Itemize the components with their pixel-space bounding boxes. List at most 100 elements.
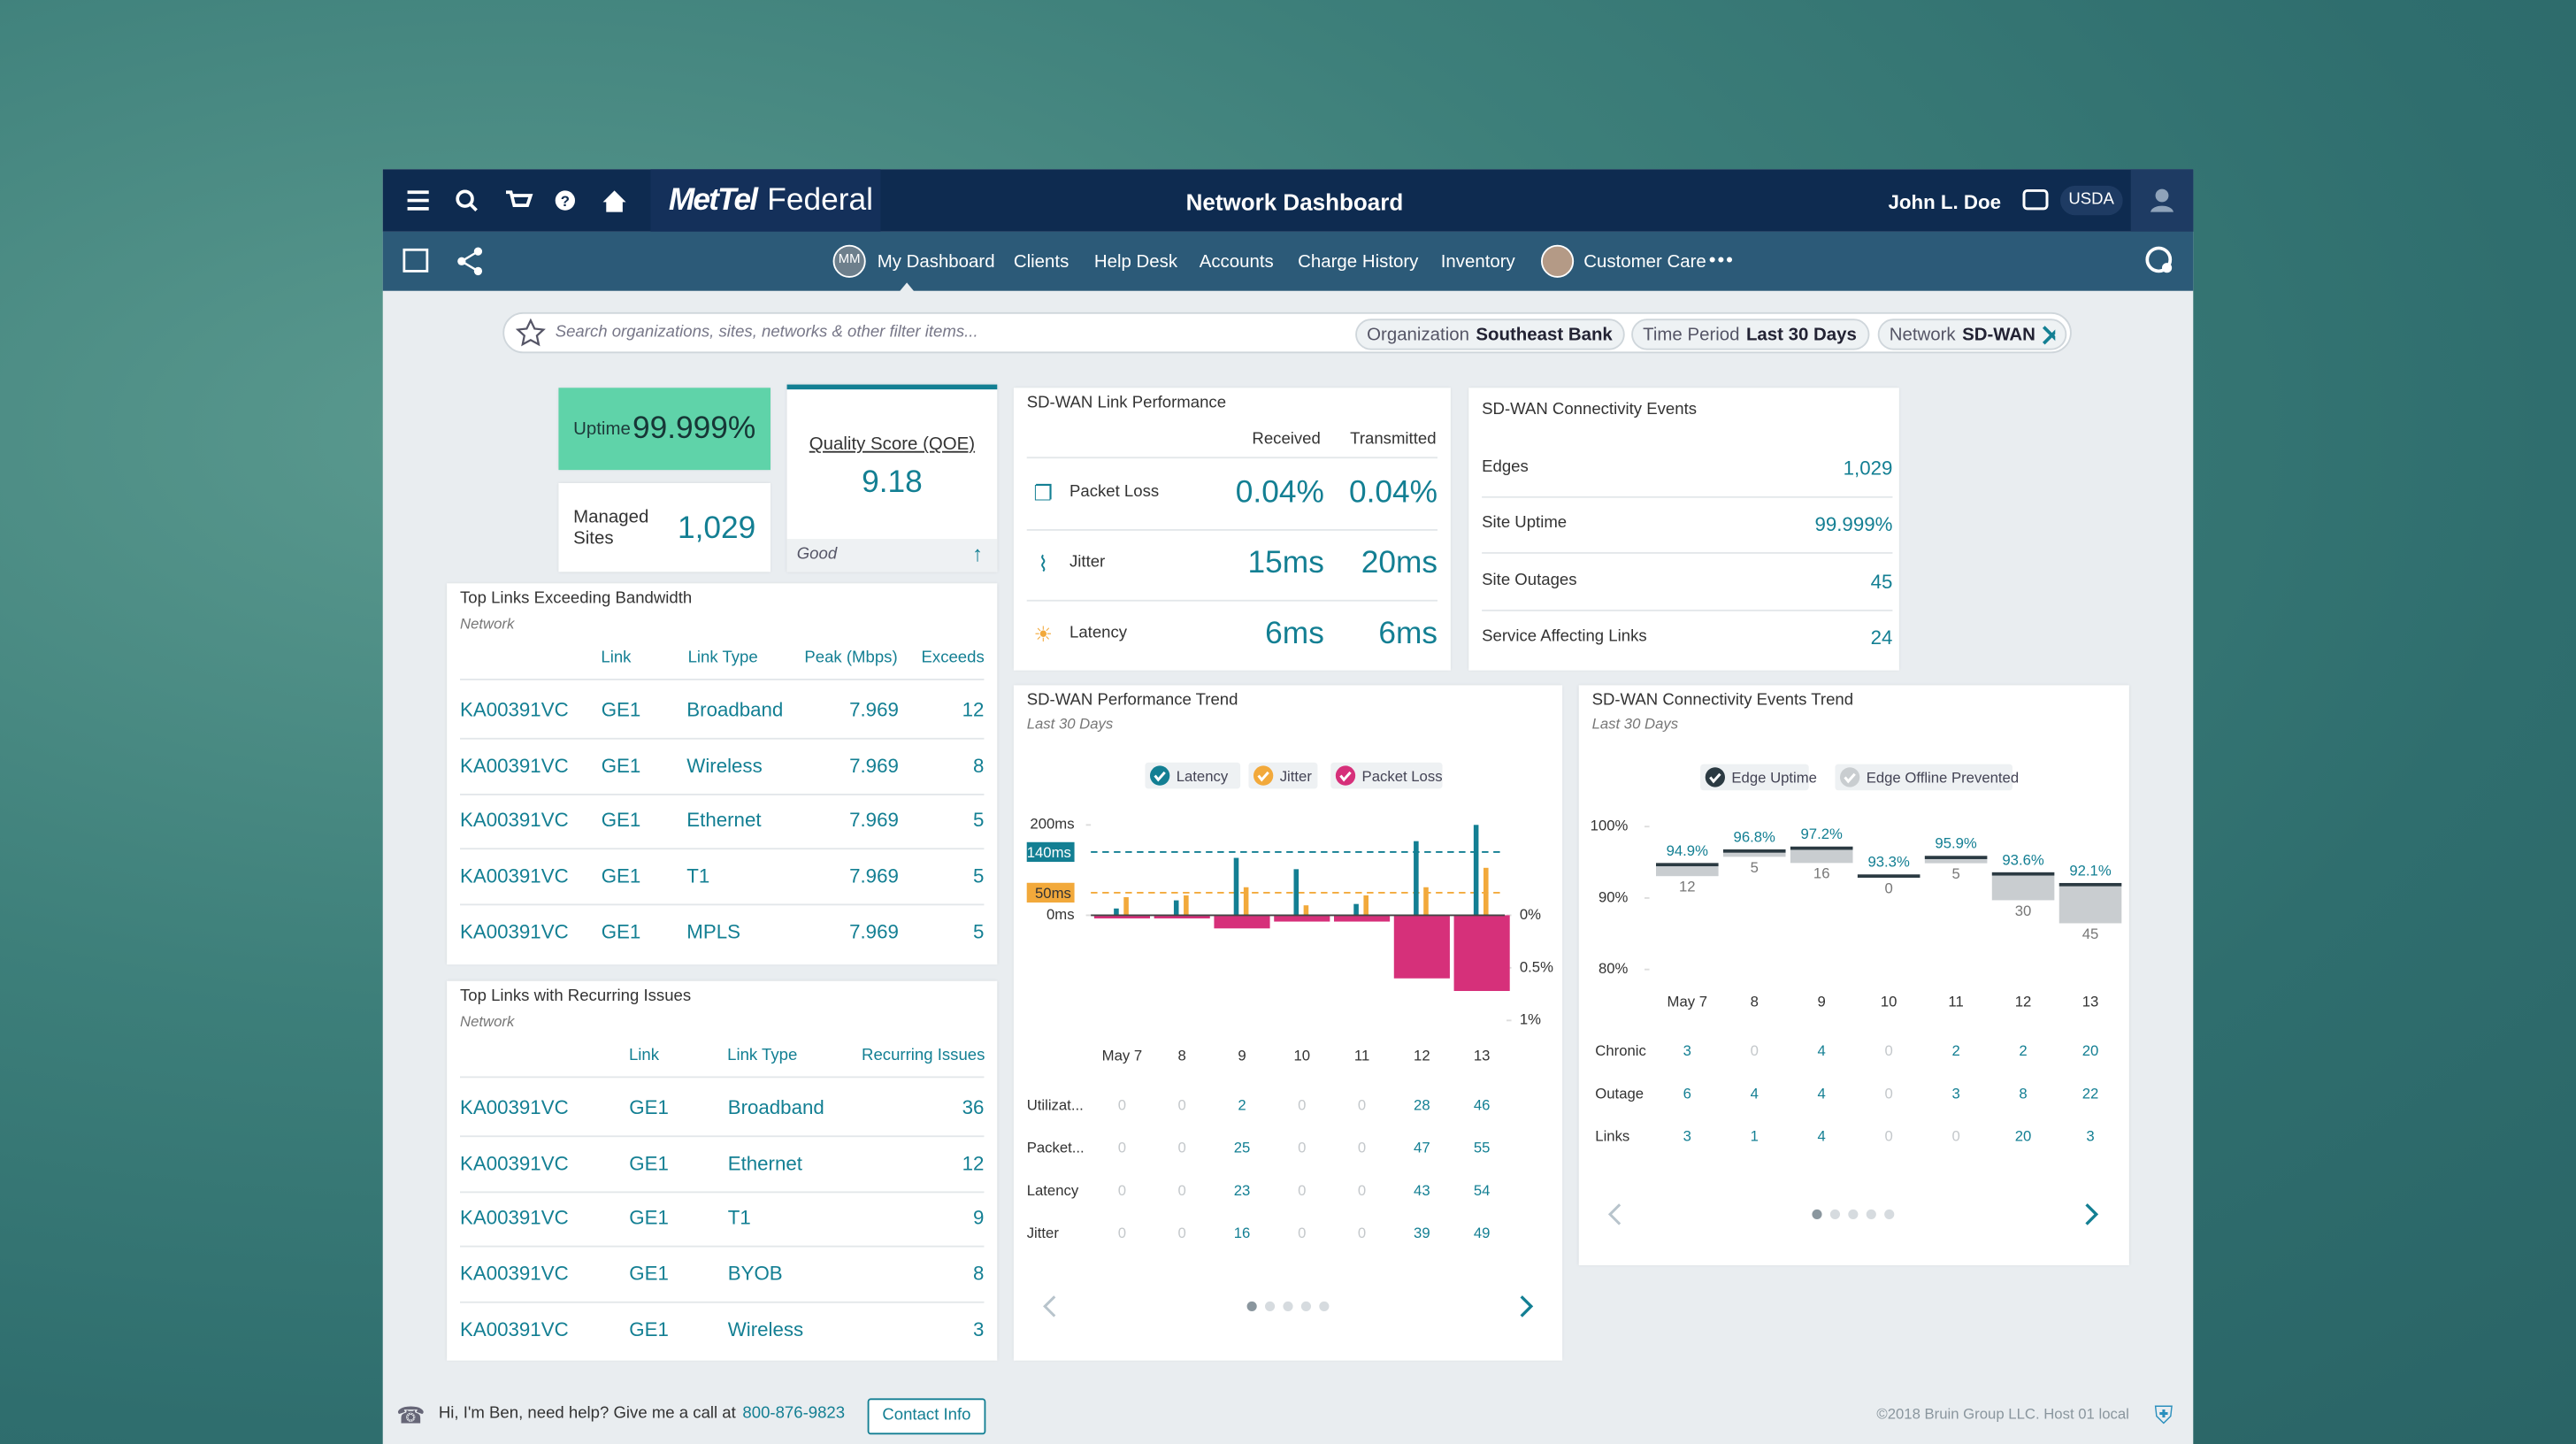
remove-filter[interactable] [2042, 325, 2056, 344]
prev-arrow[interactable] [1043, 1295, 1056, 1317]
more-menu[interactable]: ••• [1708, 248, 1735, 272]
row-label: Packet... [1027, 1140, 1085, 1156]
table-cell: GE1 [601, 753, 641, 777]
card-subtitle: Network [460, 615, 515, 633]
organization[interactable]: USDA [2060, 185, 2123, 216]
card-title: SD-WAN Link Performance [1026, 394, 1227, 413]
legend-label: Jitter [1280, 768, 1313, 785]
y-tick-label: 100% [1591, 818, 1629, 834]
table-value: 49 [1474, 1225, 1491, 1241]
help-phone[interactable]: 800-876-9823 [742, 1404, 846, 1424]
table-value: 0 [1885, 1128, 1893, 1145]
legend-item[interactable]: Packet Loss [1330, 762, 1443, 789]
menu-icon[interactable] [407, 190, 429, 211]
x-tick-label: May 7 [1668, 993, 1708, 1010]
qoe-value: 9.18 [862, 465, 923, 501]
offline-bar [2058, 886, 2122, 924]
legend-item[interactable]: Jitter [1248, 762, 1318, 789]
table-cell: 36 [962, 1095, 985, 1119]
help-icon[interactable] [555, 190, 575, 211]
settings-icon[interactable] [2141, 232, 2181, 291]
help-text: Hi, I'm Ben, need help? Give me a call a… [438, 1404, 736, 1424]
table-cell: 12 [962, 698, 985, 722]
divider [1026, 457, 1438, 459]
card-title: Top Links with Recurring Issues [460, 987, 692, 1006]
search-bar[interactable]: Search organizations, sites, networks & … [502, 311, 2072, 354]
filter-chip[interactable]: Network SD-WAN [1877, 319, 2067, 350]
table-value: 6 [1683, 1085, 1691, 1102]
card-title: Top Links Exceeding Bandwidth [460, 589, 693, 609]
y-tick-label: 80% [1598, 960, 1629, 977]
next-arrow[interactable] [1520, 1295, 1534, 1317]
device-icon [2022, 188, 2049, 211]
legend-item[interactable]: Latency [1145, 762, 1241, 789]
nav-item[interactable]: Customer Care [1583, 252, 1706, 273]
bar [1243, 887, 1249, 916]
brand-name: Federal [767, 183, 873, 219]
table-value: 3 [1951, 1085, 1959, 1102]
nav-item[interactable]: My Dashboard [877, 252, 995, 273]
cart-icon[interactable] [505, 190, 533, 207]
uptime-mark [1656, 863, 1719, 867]
recurring-issues-card: Top Links with Recurring Issues Network Li… [447, 980, 998, 1361]
legend-check [1339, 771, 1352, 782]
table-cell: KA00391VC [460, 1151, 569, 1175]
page-dot [1812, 1209, 1822, 1219]
filter-chip[interactable]: Organization Southeast Bank [1355, 319, 1625, 350]
legend-item[interactable]: Edge Uptime [1700, 764, 1817, 791]
table-value: 46 [1474, 1096, 1491, 1113]
uptime-label: 92.1% [2069, 862, 2112, 879]
nav-item[interactable]: Accounts [1199, 252, 1274, 273]
profile-icon[interactable] [2131, 169, 2194, 232]
divider [1026, 529, 1438, 531]
bar [1214, 915, 1270, 929]
uptime-mark [1924, 856, 1988, 859]
table-value: 0 [1751, 1042, 1759, 1059]
table-value: 0 [1298, 1140, 1306, 1156]
contact-button[interactable]: Contact Info [867, 1398, 986, 1435]
legend-check [1257, 771, 1269, 782]
table-value: 22 [2082, 1085, 2099, 1102]
top-bandwidth-card: Top Links Exceeding Bandwidth Network Link… [447, 583, 998, 965]
home-icon[interactable] [602, 190, 626, 212]
table-cell: 5 [973, 919, 985, 943]
filter-chip[interactable]: Time Period Last 30 Days [1631, 319, 1870, 350]
x-tick-label: 10 [1881, 993, 1898, 1010]
legend-label: Edge Uptime [1731, 770, 1817, 787]
prev-arrow[interactable] [1607, 1203, 1622, 1225]
nav-item[interactable]: Help Desk [1093, 252, 1178, 273]
uptime-mark [1790, 846, 1853, 850]
shield-icon: ⛨ [2154, 1402, 2174, 1431]
user-name[interactable]: John L. Doe [1888, 190, 2001, 214]
reports-icon[interactable] [402, 248, 429, 273]
bar [1393, 915, 1450, 979]
performance-trend-card: SD-WAN Performance Trend Last 30 Days Late… [1013, 685, 1563, 1361]
chart-title: SD-WAN Performance Trend [1026, 691, 1238, 710]
nav-item[interactable]: Inventory [1440, 252, 1515, 273]
divider [460, 1302, 985, 1303]
page-dot [1319, 1301, 1330, 1311]
nav-item[interactable]: Charge History [1298, 252, 1419, 273]
next-arrow[interactable] [2085, 1203, 2099, 1225]
table-cell: KA00391VC [460, 698, 569, 722]
x-tick-label: 12 [1414, 1048, 1430, 1064]
table-cell: Broadband [727, 1095, 824, 1119]
x-tick-label: 10 [1293, 1048, 1310, 1064]
table-value: 2 [1238, 1096, 1246, 1113]
svg-text:?: ? [561, 193, 570, 210]
offline-bar [1722, 852, 1786, 857]
legend-item[interactable]: Edge Offline Prevented [1835, 764, 2019, 791]
page-dot [1265, 1301, 1276, 1311]
received-value: 0.04% [1235, 475, 1324, 511]
table-cell: GE1 [601, 919, 641, 943]
nav-item[interactable]: Clients [1013, 252, 1070, 273]
table-value: 0 [1298, 1096, 1306, 1113]
table-value: 2 [2019, 1042, 2027, 1059]
divider [460, 793, 985, 795]
transmitted-value: 20ms [1361, 546, 1438, 581]
search-icon[interactable] [456, 189, 474, 208]
table-cell: GE1 [601, 864, 641, 888]
favorite-icon[interactable] [514, 317, 547, 349]
legend-check [1154, 771, 1166, 782]
share-icon[interactable] [457, 247, 483, 276]
